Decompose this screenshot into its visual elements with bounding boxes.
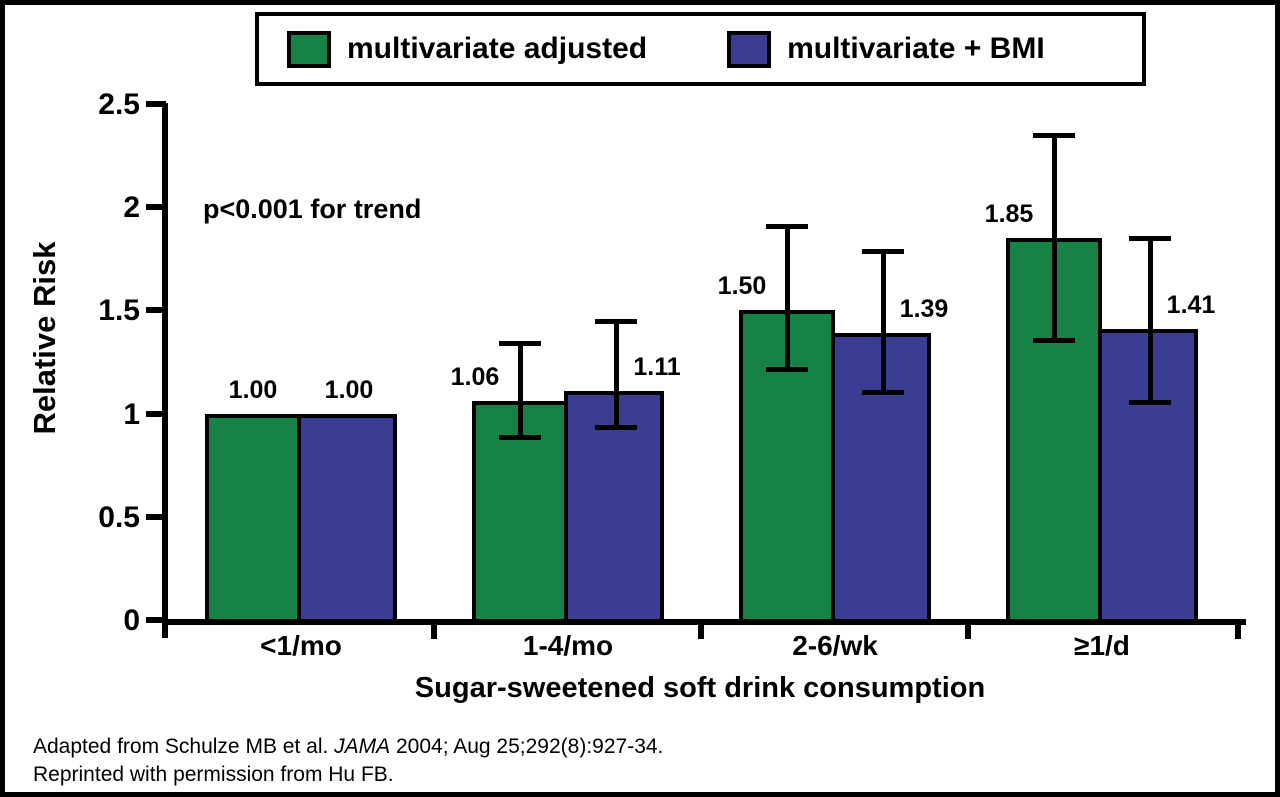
x-axis-title: Sugar-sweetened soft drink consumption (414, 672, 986, 704)
legend-swatch-multivariate-adjusted (287, 30, 331, 68)
x-category-label: 1-4/mo (522, 630, 614, 661)
y-tick (146, 617, 166, 623)
error-bar-line (517, 343, 523, 439)
x-tick (698, 619, 704, 639)
x-tick (1235, 619, 1241, 639)
y-tick-label: 0 (123, 604, 140, 637)
bar-value-label: 1.00 (324, 375, 374, 404)
y-tick-label: 1 (123, 397, 140, 431)
x-category-label: ≥1/d (1074, 630, 1130, 661)
bar-value-label: 1.11 (633, 352, 681, 381)
p-value-annotation: p<0.001 for trend (203, 194, 422, 224)
x-category-label: <1/mo (260, 630, 342, 661)
legend-label-multivariate-bmi: multivariate + BMI (787, 32, 1045, 65)
x-tick (431, 619, 437, 639)
bar-value-label: 1.39 (899, 295, 949, 324)
y-tick-label: 2.5 (98, 88, 140, 121)
y-tick-label: 2 (123, 191, 140, 225)
legend-label-multivariate-adjusted: multivariate adjusted (347, 32, 648, 65)
bar-multivariate-adjusted (205, 413, 301, 624)
x-category-label: 2-6/wk (792, 630, 878, 661)
citation-text: Adapted from Schulze MB et al. (33, 735, 335, 758)
bar-value-label: 1.85 (984, 200, 1034, 229)
x-axis-line (162, 619, 1246, 625)
error-bar-line (613, 320, 619, 429)
error-bar-cap-bottom (499, 435, 541, 441)
y-tick-label: 1.5 (98, 294, 140, 328)
error-bar-line (880, 250, 886, 393)
error-bar-cap-top (499, 341, 541, 347)
error-bar-cap-bottom (862, 389, 904, 395)
bar-multivariate-bmi (564, 390, 664, 624)
error-bar-cap-bottom (595, 425, 637, 431)
citation: Adapted from Schulze MB et al. JAMA 2004… (33, 733, 663, 789)
y-tick (146, 307, 166, 314)
y-tick (146, 204, 166, 211)
bar-multivariate-bmi (297, 413, 397, 624)
y-axis-line (162, 103, 168, 638)
error-bar-cap-bottom (1129, 400, 1171, 406)
error-bar-line (1147, 238, 1153, 404)
error-bar-cap-top (595, 318, 637, 324)
x-tick (965, 619, 971, 639)
legend-swatch-multivariate-bmi (727, 30, 772, 68)
error-bar-cap-bottom (1033, 338, 1075, 344)
bar-value-label: 1.50 (717, 272, 767, 301)
error-bar-cap-top (1129, 236, 1171, 242)
error-bar-cap-top (862, 248, 904, 254)
citation-line-2: Reprinted with permission from Hu FB. (33, 763, 394, 786)
y-tick (146, 101, 166, 107)
y-axis-title: Relative Risk (27, 241, 62, 435)
legend: multivariate adjusted multivariate + BMI (255, 12, 1146, 86)
bar-value-label: 1.41 (1166, 290, 1216, 319)
bar-value-label: 1.06 (450, 363, 500, 392)
bar-value-label: 1.00 (228, 375, 278, 404)
error-bar-line (784, 225, 790, 371)
error-bar-cap-top (766, 223, 808, 229)
citation-journal: JAMA (334, 735, 391, 758)
error-bar-cap-top (1033, 132, 1075, 138)
y-tick (146, 513, 166, 520)
citation-line-1: Adapted from Schulze MB et al. JAMA 2004… (33, 733, 663, 761)
citation-text-suffix: 2004; Aug 25;292(8):927-34. (390, 735, 664, 758)
y-tick (146, 410, 166, 417)
error-bar-line (1051, 134, 1057, 342)
error-bar-cap-bottom (766, 367, 808, 373)
y-tick-label: 0.5 (98, 500, 140, 534)
